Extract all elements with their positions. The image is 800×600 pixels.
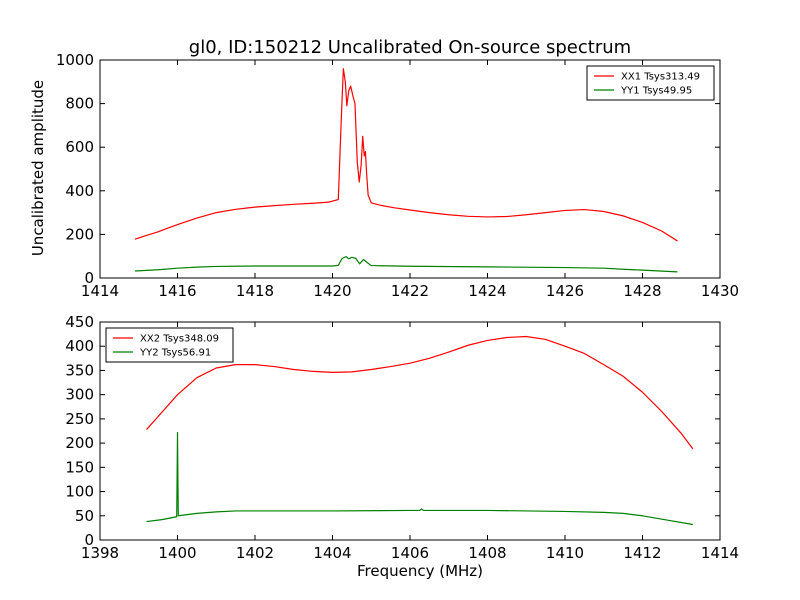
plot-area: 1414 1416 1418 1420 1422 1424 1426 1428 1430 0 200… — [29, 51, 739, 580]
panel2-xtick-label: 1398 — [81, 544, 119, 562]
panel2-legend-box — [105, 327, 234, 363]
panel2-xtick-label: 1410 — [546, 544, 584, 562]
panel2-ytick-label: 250 — [65, 410, 94, 428]
panel2-ytick-label: 400 — [65, 337, 94, 355]
panel1-xtick-label: 1424 — [468, 282, 506, 300]
panel2-ytick-label: 0 — [84, 531, 94, 549]
panel1-ytick-label: 800 — [65, 95, 94, 113]
panel1-xtick-label: 1428 — [623, 282, 661, 300]
panel1-xtick-label: 1418 — [236, 282, 274, 300]
panel1-xtick-label: 1414 — [81, 282, 119, 300]
panel2-xtick-label: 1406 — [391, 544, 429, 562]
panel2-ytick-label: 450 — [65, 313, 94, 331]
panel1-legend-label: XX1 Tsys313.49 — [621, 72, 700, 83]
panel2-xtick-label: 1408 — [468, 544, 506, 562]
panel1-xtick-label: 1426 — [546, 282, 584, 300]
panel1-legend: XX1 Tsys313.49 YY1 Tsys49.95 — [586, 65, 715, 101]
panel1-ytick-label: 200 — [65, 225, 94, 243]
panel1-xtick-label: 1422 — [391, 282, 429, 300]
panel2-xtick-label: 1412 — [623, 544, 661, 562]
panel1-ytick-label: 1000 — [56, 51, 94, 69]
panel2-xtick-label: 1402 — [236, 544, 274, 562]
panel1-chart: 1414 1416 1418 1420 1422 1424 1426 1428 1430 0 200… — [29, 51, 739, 300]
panel2-xtick-label: 1404 — [313, 544, 351, 562]
panel1-legend-box — [586, 65, 715, 101]
panel2-ytick-label: 300 — [65, 386, 94, 404]
panel1-ytick-label: 0 — [84, 269, 94, 287]
panel1-series-xx1-line — [134, 68, 678, 242]
panel2-ytick-label: 350 — [65, 361, 94, 379]
panel2-series-xx2-line — [146, 335, 694, 450]
figure-title: gl0, ID:150212 Uncalibrated On-source sp… — [189, 37, 631, 58]
panel2-ytick-label: 150 — [65, 458, 94, 476]
panel1-ylabel: Uncalibrated amplitude — [29, 80, 47, 256]
panel1-legend-label: YY1 Tsys49.95 — [620, 86, 692, 97]
panel2-series-yy2-line — [146, 431, 693, 526]
panel1-ytick-label: 400 — [65, 182, 94, 200]
panel2-xtick-label: 1414 — [701, 544, 739, 562]
panel2-xlabel: Frequency (MHz) — [357, 562, 483, 580]
panel2-xtick-label: 1400 — [158, 544, 196, 562]
panel1-xtick-label: 1420 — [313, 282, 351, 300]
panel1-xtick-label: 1416 — [158, 282, 196, 300]
panel1-series-yy1-line — [134, 256, 678, 273]
panel2-ytick-label: 50 — [75, 507, 94, 525]
panel2-legend-label: YY2 Tsys56.91 — [139, 348, 211, 359]
panel2-ytick-label: 200 — [65, 434, 94, 452]
panel1-ytick-label: 600 — [65, 138, 94, 156]
panel2-legend: XX2 Tsys348.09 YY2 Tsys56.91 — [105, 327, 234, 363]
panel2-legend-label: XX2 Tsys348.09 — [140, 334, 219, 345]
panel2-chart: 1398 1400 1402 1404 1406 1408 1410 1412 1414 0 50 1… — [65, 313, 739, 580]
panel1-xtick-label: 1430 — [701, 282, 739, 300]
panel2-ytick-label: 100 — [65, 483, 94, 501]
